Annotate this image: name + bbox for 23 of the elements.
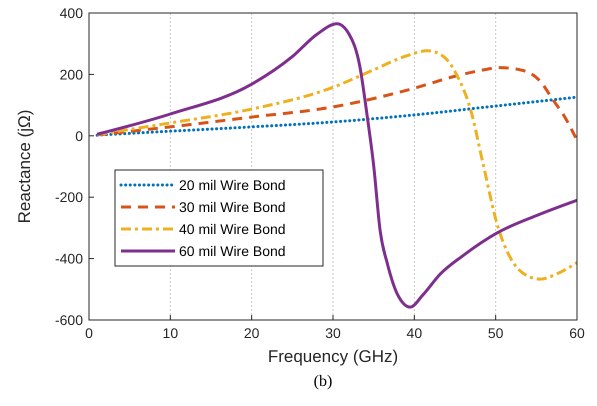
y-tick-label: 400 [60,5,84,21]
x-tick-label: 30 [325,325,341,341]
y-axis-title: Reactance (jΩ) [15,110,34,224]
x-tick-label: 10 [162,325,178,341]
y-tick-label: 200 [60,66,84,82]
line-series [96,96,577,137]
legend-label: 30 mil Wire Bond [179,199,286,215]
y-tick-label: -400 [54,250,84,267]
legend-label: 40 mil Wire Bond [179,221,286,237]
x-tick-label: 50 [488,325,504,341]
legend-label: 20 mil Wire Bond [179,177,286,193]
x-tick-label: 60 [569,325,585,341]
line-series [96,22,577,309]
x-axis-title: Frequency (GHz) [268,347,398,366]
text: (b) [314,373,332,390]
y-tick-label: -600 [54,312,84,328]
x-tick-label: 0 [85,325,94,341]
line-series [96,49,577,281]
legend-label: 60 mil Wire Bond [179,243,286,259]
y-tick-label: -200 [54,189,84,206]
y-tick-label: 0 [75,128,84,144]
x-tick-label: 20 [244,325,260,341]
x-tick-label: 40 [406,325,422,341]
